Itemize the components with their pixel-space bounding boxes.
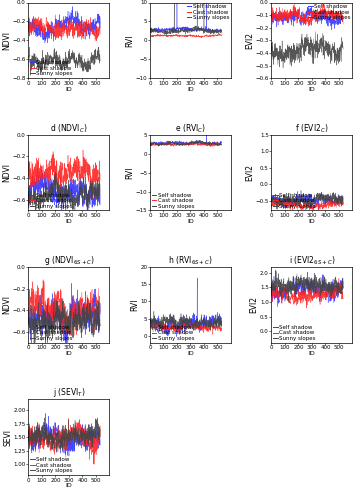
X-axis label: ID: ID <box>66 484 72 488</box>
Legend: Self shadow, Cast shadow, Sunny slopes: Self shadow, Cast shadow, Sunny slopes <box>30 192 73 210</box>
X-axis label: ID: ID <box>309 86 315 92</box>
Y-axis label: EVI2: EVI2 <box>250 296 258 314</box>
Y-axis label: RVI: RVI <box>125 34 134 46</box>
X-axis label: ID: ID <box>309 351 315 356</box>
Title: e (RVI$_C$): e (RVI$_C$) <box>175 122 206 135</box>
Title: i (EVI2$_{6S+C}$): i (EVI2$_{6S+C}$) <box>289 254 335 267</box>
Legend: Self shadow, Cast shadow, Sunny slopes: Self shadow, Cast shadow, Sunny slopes <box>273 324 316 342</box>
Y-axis label: NDVI: NDVI <box>2 163 11 182</box>
Title: a (NDVI$_T$): a (NDVI$_T$) <box>51 0 88 2</box>
Y-axis label: RVI: RVI <box>125 166 134 179</box>
X-axis label: ID: ID <box>66 86 72 92</box>
Title: f (EVI2$_C$): f (EVI2$_C$) <box>295 122 329 135</box>
Y-axis label: EVI2: EVI2 <box>245 164 254 181</box>
Title: c (EVI2$_T$): c (EVI2$_T$) <box>295 0 329 2</box>
X-axis label: ID: ID <box>66 219 72 224</box>
Legend: Self shadow, Cast shadow, Sunny slopes: Self shadow, Cast shadow, Sunny slopes <box>151 192 195 210</box>
Title: d (NDVI$_C$): d (NDVI$_C$) <box>50 122 88 135</box>
Title: j (SEVI$_T$): j (SEVI$_T$) <box>53 386 85 400</box>
Legend: Self shadow, Cast shadow, Sunny slopes: Self shadow, Cast shadow, Sunny slopes <box>30 456 73 474</box>
Title: g (NDVI$_{6S+C}$): g (NDVI$_{6S+C}$) <box>43 254 94 267</box>
Legend: Self shadow, Cast shadow, Sunny slopes: Self shadow, Cast shadow, Sunny slopes <box>30 324 73 342</box>
X-axis label: ID: ID <box>309 219 315 224</box>
Title: b (RVI$_T$): b (RVI$_T$) <box>175 0 206 2</box>
X-axis label: ID: ID <box>187 351 194 356</box>
X-axis label: ID: ID <box>66 351 72 356</box>
Y-axis label: NDVI: NDVI <box>2 31 11 50</box>
Legend: Self shadow, Cast shadow, Sunny slopes: Self shadow, Cast shadow, Sunny slopes <box>30 60 73 77</box>
Legend: Self shadow, Cast shadow, Sunny slopes: Self shadow, Cast shadow, Sunny slopes <box>186 4 230 21</box>
Y-axis label: RVI: RVI <box>130 298 139 311</box>
Title: h (RVI$_{6S+C}$): h (RVI$_{6S+C}$) <box>168 254 213 267</box>
X-axis label: ID: ID <box>187 86 194 92</box>
Y-axis label: EVI2: EVI2 <box>245 32 254 49</box>
Legend: Self shadow, Cast shadow, Sunny slopes: Self shadow, Cast shadow, Sunny slopes <box>273 192 316 210</box>
Legend: Self shadow, Cast shadow, Sunny slopes: Self shadow, Cast shadow, Sunny slopes <box>308 4 351 21</box>
Y-axis label: SEVI: SEVI <box>3 428 12 446</box>
X-axis label: ID: ID <box>187 219 194 224</box>
Legend: Self shadow, Cast shadow, Sunny slopes: Self shadow, Cast shadow, Sunny slopes <box>151 324 195 342</box>
Y-axis label: NDVI: NDVI <box>2 296 11 314</box>
